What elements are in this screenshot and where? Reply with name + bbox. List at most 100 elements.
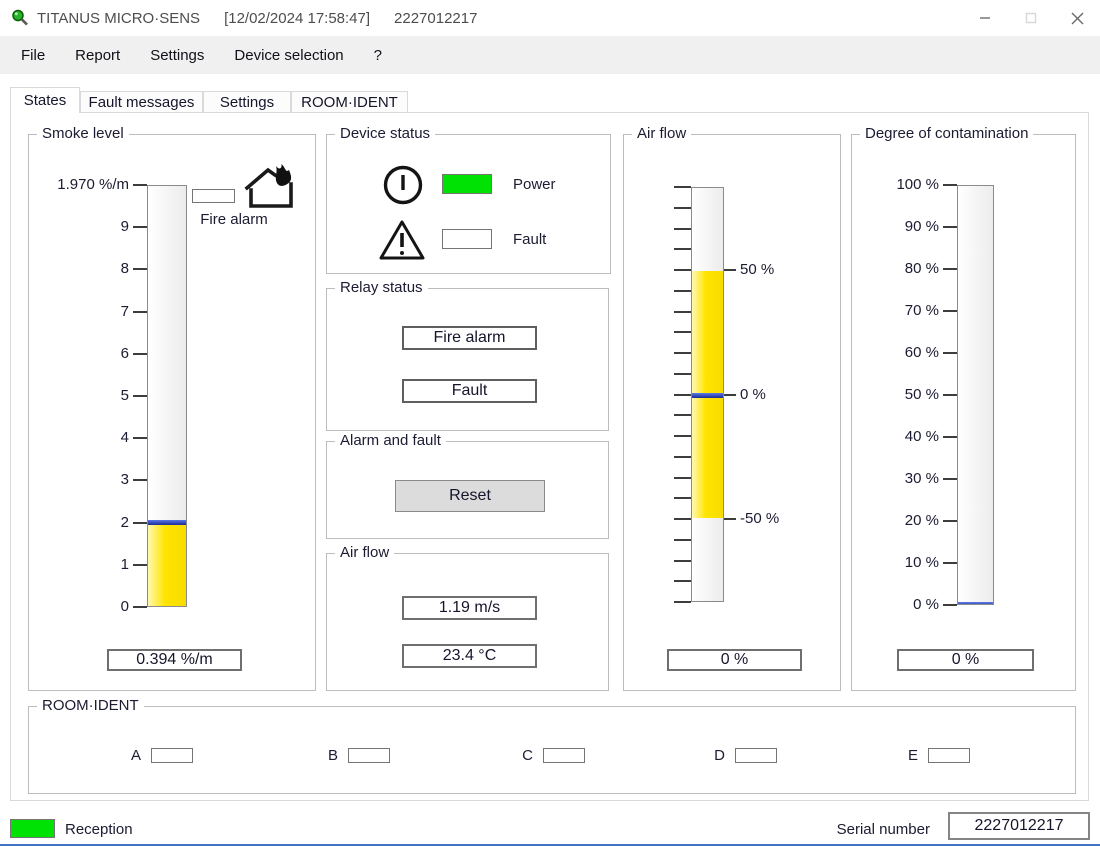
contamination-group: Degree of contamination 100 % 90 % 80 % 70 … [851,125,1076,691]
menu-help[interactable]: ? [373,46,382,64]
window-datetime: [12/02/2024 17:58:47] [224,9,371,27]
tick-mark [943,436,957,438]
gauge-value-marker [958,602,993,604]
air-flow-gauge: 50 % 0 % -50 % [652,186,822,603]
air-flow-values-group: Air flow 1.19 m/s 23.4 °C [326,544,609,691]
channel-b-label: B [327,747,338,764]
gauge-scale-label: 50 % [740,261,775,278]
smoke-gauge-bar [147,185,187,607]
tick-mark [133,395,147,397]
fault-label: Fault [513,231,547,248]
gauge-scale-label: 10 % [904,554,939,571]
gauge-scale-label: 6 [120,344,129,362]
tick-mark [674,206,691,209]
contamination-title: Degree of contamination [860,125,1034,142]
tick-mark [943,268,957,270]
gauge-scale-label: 30 % [904,470,939,487]
tick-mark [674,476,691,479]
tab-settings[interactable]: Settings [203,91,291,113]
tick-mark [674,497,691,500]
channel-e-label: E [907,747,918,764]
channel-a-indicator [151,748,193,763]
tick-mark [674,289,691,292]
gauge-scale-label: 5 [120,387,129,404]
window-device-id: 2227012217 [394,9,478,27]
tick-mark [943,394,957,396]
tick-mark [133,437,147,440]
maximize-icon [1025,12,1037,24]
power-indicator [442,174,492,194]
room-ident-title: ROOM·IDENT [37,697,144,714]
window-bottom-edge [0,844,1100,846]
window-controls [962,0,1100,36]
tick-mark [133,352,147,355]
channel-d-label: D [714,747,725,764]
menu-report[interactable]: Report [75,46,121,64]
app-magnifier-icon [12,9,28,26]
contamination-gauge-bar [957,185,994,605]
close-icon [1071,12,1083,24]
smoke-level-value: 0.394 %/m [107,649,242,671]
relay-status-title: Relay status [335,279,428,296]
tick-mark [133,521,147,524]
tab-room-ident[interactable]: ROOM·IDENT [291,91,408,113]
menu-device-selection[interactable]: Device selection [234,46,344,64]
fire-alarm-house-icon [244,164,293,208]
room-ident-channel-c: C [499,747,585,764]
contamination-value: 0 % [897,649,1034,671]
tick-mark [133,226,147,229]
tick-mark [943,520,957,522]
gauge-value-marker [692,392,723,398]
tick-mark [674,248,691,251]
tick-mark [674,414,691,417]
channel-b-indicator [348,748,390,763]
minimize-button[interactable] [962,0,1008,36]
tab-fault-messages[interactable]: Fault messages [80,91,203,113]
tick-mark [674,372,691,375]
channel-e-indicator [928,748,970,763]
tab-states[interactable]: States [10,87,80,113]
room-ident-channel-e: E [884,747,970,764]
gauge-scale-label: 1 [120,555,129,573]
gauge-scale-label: 8 [120,260,129,278]
tick-mark [943,478,957,480]
channel-d-indicator [735,748,777,763]
gauge-scale-label: 1.970 %/m [57,176,129,193]
power-label: Power [513,176,556,193]
tick-mark [133,606,147,608]
tick-mark [943,184,957,186]
tick-mark [133,184,147,186]
gauge-fill-band [148,522,186,606]
menubar: File Report Settings Device selection ? [0,36,1100,74]
smoke-level-gauge: 1.970 %/m 9 8 7 6 5 4 3 2 1 0 [49,176,187,615]
tick-mark [724,393,736,396]
tick-mark [674,580,691,583]
gauge-scale-label: 50 % [904,386,939,403]
close-button[interactable] [1054,0,1100,36]
tick-mark [943,562,957,564]
gauge-scale-label: 80 % [904,260,939,277]
tick-mark [674,393,691,396]
gauge-scale-label: 90 % [904,218,939,235]
tick-mark [674,331,691,334]
device-status-group: Device status Power Fault [326,125,611,274]
tick-mark [133,268,147,271]
reset-button[interactable]: Reset [395,480,545,512]
alarm-and-fault-group: Alarm and fault Reset [326,432,609,539]
titlebar: TITANUS MICRO·SENS [12/02/2024 17:58:47]… [0,0,1100,36]
menu-settings[interactable]: Settings [150,46,205,64]
relay-fire-alarm-indicator: Fire alarm [402,326,537,350]
relay-fault-indicator: Fault [402,379,537,403]
contamination-gauge: 100 % 90 % 80 % 70 % 60 % 50 % 40 % 30 % 20 % 10 … [872,176,994,613]
maximize-button[interactable] [1008,0,1054,36]
tick-mark [674,601,691,603]
air-temperature-value: 23.4 °C [402,644,537,668]
air-flow-gauge-group: Air flow 50 % 0 % -50 % 0 % [623,125,841,691]
room-ident-channel-a: A [107,747,193,764]
tick-mark [943,352,957,354]
menu-file[interactable]: File [21,46,46,64]
tick-mark [674,186,691,188]
gauge-scale-label: 2 [120,513,129,531]
tick-mark [674,538,691,541]
gauge-value-marker [148,520,186,525]
